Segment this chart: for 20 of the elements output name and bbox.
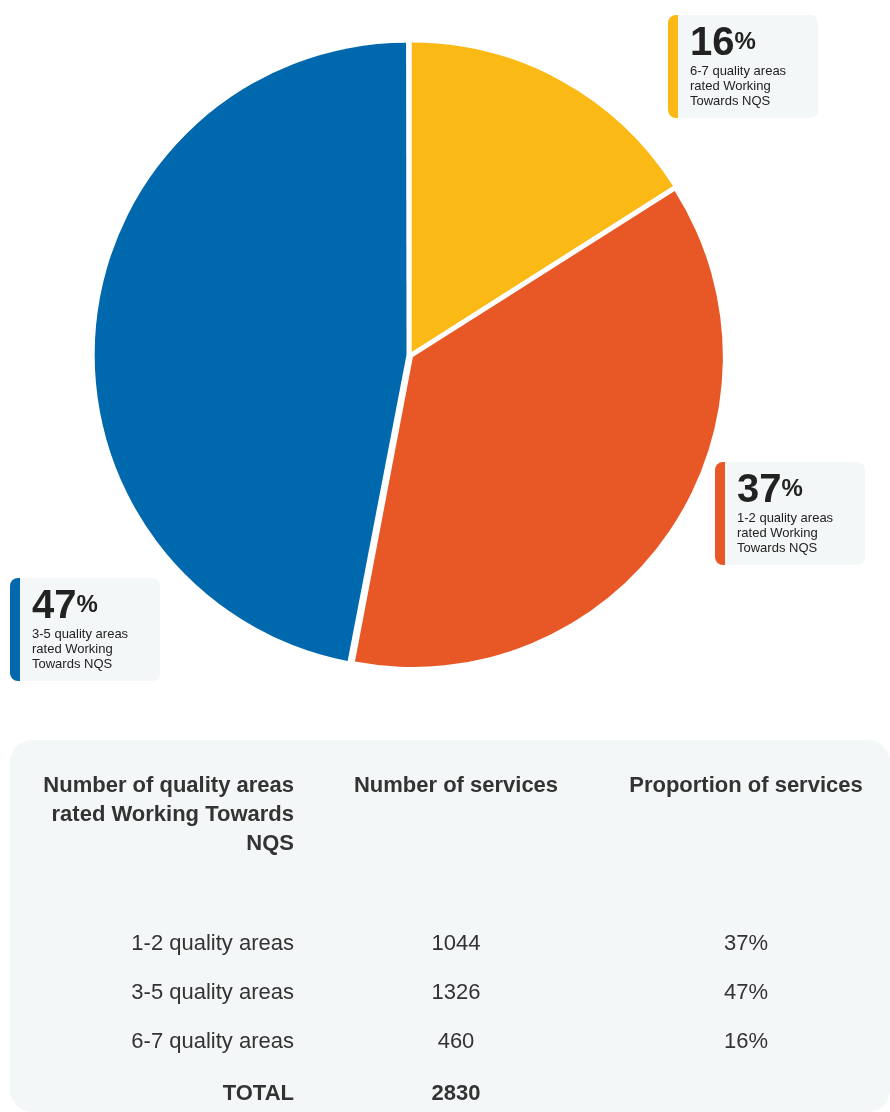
data-label: 47% (32, 582, 99, 626)
data-label: 37% (737, 466, 804, 510)
text: 16% (723, 1028, 769, 1053)
slice-label: 1-2 quality areas rated Working Towards NQS (737, 510, 835, 555)
text: 460 (436, 1028, 476, 1054)
text: Number of services (352, 771, 560, 799)
text: 2830 (430, 1079, 482, 1107)
text: 1-2 quality areas (130, 930, 294, 956)
slice-label: 3-5 quality areas rated Working Towards NQS (32, 626, 130, 671)
text: 3-5 quality areas (130, 979, 294, 1005)
text: 6-7 quality areas (130, 1028, 294, 1054)
text: 1326 (430, 979, 482, 1005)
text: 37% (723, 930, 769, 955)
text: 1044 (430, 930, 482, 956)
slice-label: 6-7 quality areas rated Working Towards NQS (690, 63, 788, 108)
text: TOTAL (221, 1079, 294, 1107)
text: Proportion of services (628, 771, 864, 799)
text: 47% (723, 979, 769, 1004)
data-label: 16% (690, 19, 757, 63)
text: Number of quality areas rated Working Towards NQS (42, 771, 294, 857)
